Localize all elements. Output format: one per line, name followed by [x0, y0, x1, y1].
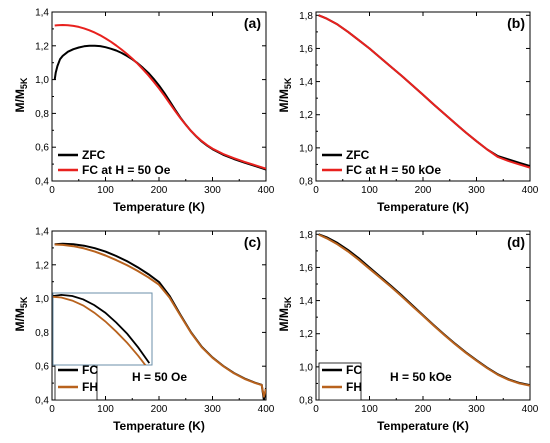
y-tick-label: 1,4: [35, 8, 49, 19]
legend-label: FH: [346, 380, 362, 394]
y-tick-label: 1,0: [35, 294, 49, 305]
panel-c: 0 100 200 300 400 0,4 0,6 0,8 1,0 1,2 1,4 Temperatu…: [13, 227, 275, 434]
inset-plot: [52, 292, 153, 366]
y-tick-label: 1,2: [35, 41, 49, 52]
x-tick-label: 400: [258, 185, 275, 196]
y-tick-label: 1,4: [299, 77, 313, 88]
y-axis-label: M/M5K: [277, 296, 293, 331]
x-tick-label: 100: [97, 404, 114, 415]
x-tick-label: 200: [151, 404, 168, 415]
y-tick-label: 0,8: [35, 328, 49, 339]
y-tick-label: 0,4: [35, 177, 49, 188]
x-tick-label: 400: [522, 185, 539, 196]
panel-b: 0 100 200 300 400 0,8 1,0 1,2 1,4 1,6 1,8 Temperatu…: [277, 11, 539, 214]
x-tick-label: 400: [522, 404, 539, 415]
y-tick-label: 1,2: [299, 329, 313, 340]
legend-label: FC at H = 50 kOe: [346, 163, 441, 177]
x-axis-label: Temperature (K): [377, 200, 469, 214]
x-tick-label: 100: [361, 404, 378, 415]
x-axis-label: Temperature (K): [377, 419, 469, 433]
panel-label: (d): [507, 234, 525, 250]
x-tick-label: 200: [415, 404, 432, 415]
panel-d: 0 100 200 300 400 0,8 1,0 1,2 1,4 1,6 1,8 Temperatu…: [277, 230, 539, 433]
series-line-2: [54, 243, 266, 398]
y-tick-label: 1,0: [299, 143, 313, 154]
legend-label: ZFC: [346, 148, 370, 162]
y-axis-label: M/M5K: [13, 296, 29, 331]
legend-label: FH: [82, 380, 98, 394]
y-tick-label: 1,6: [299, 263, 313, 274]
y-axis-label: M/M5K: [277, 77, 293, 112]
y-tick-label: 1,0: [35, 75, 49, 86]
panel-label: (b): [507, 15, 525, 31]
x-tick-label: 100: [97, 185, 114, 196]
legend-label: FC: [82, 363, 98, 377]
y-tick-label: 0,8: [299, 177, 313, 188]
legend-label: ZFC: [82, 148, 106, 162]
inset-series-1: [53, 293, 151, 364]
x-tick-label: 0: [313, 185, 319, 196]
legend-label: FC: [346, 363, 362, 377]
x-tick-label: 200: [151, 185, 168, 196]
x-tick-label: 300: [204, 404, 221, 415]
panel-a: 0 100 200 300 400 0,4 0,6 0,8 1,0 1,2 1,4 Temperatu…: [13, 8, 275, 215]
panel-label: (a): [244, 15, 261, 31]
x-axis-label: Temperature (K): [113, 200, 205, 214]
field-annotation: H = 50 Oe: [132, 370, 187, 384]
series-line-2: [54, 24, 266, 170]
legend-label: FC at H = 50 Oe: [82, 163, 171, 177]
x-tick-label: 0: [49, 404, 55, 415]
legend: FC FH: [54, 362, 98, 401]
panel-label: (c): [244, 234, 261, 250]
x-tick-label: 200: [415, 185, 432, 196]
y-tick-label: 0,6: [35, 143, 49, 154]
y-tick-label: 1,8: [299, 230, 313, 241]
x-tick-label: 0: [49, 185, 55, 196]
x-tick-label: 0: [313, 404, 319, 415]
y-tick-label: 1,2: [35, 260, 49, 271]
y-tick-label: 1,6: [299, 44, 313, 55]
y-tick-label: 1,4: [299, 296, 313, 307]
inset-series-2: [53, 295, 147, 365]
x-tick-label: 300: [468, 185, 485, 196]
x-axis-label: Temperature (K): [113, 419, 205, 433]
series-line-2: [318, 14, 530, 169]
x-tick-label: 300: [204, 185, 221, 196]
x-tick-label: 300: [468, 404, 485, 415]
y-tick-label: 1,8: [299, 11, 313, 22]
y-tick-label: 0,8: [299, 396, 313, 407]
y-tick-label: 1,2: [299, 110, 313, 121]
x-tick-label: 100: [361, 185, 378, 196]
y-tick-label: 1,0: [299, 362, 313, 373]
y-tick-label: 0,6: [35, 362, 49, 373]
x-tick-label: 400: [258, 404, 275, 415]
y-axis-label: M/M5K: [13, 77, 29, 112]
legend: FC FH: [318, 362, 362, 401]
series-line-1: [318, 14, 530, 168]
series-line-2: [318, 233, 530, 387]
y-tick-label: 0,4: [35, 396, 49, 407]
y-tick-label: 0,8: [35, 109, 49, 120]
field-annotation: H = 50 kOe: [390, 370, 452, 384]
y-tick-label: 1,4: [35, 227, 49, 238]
